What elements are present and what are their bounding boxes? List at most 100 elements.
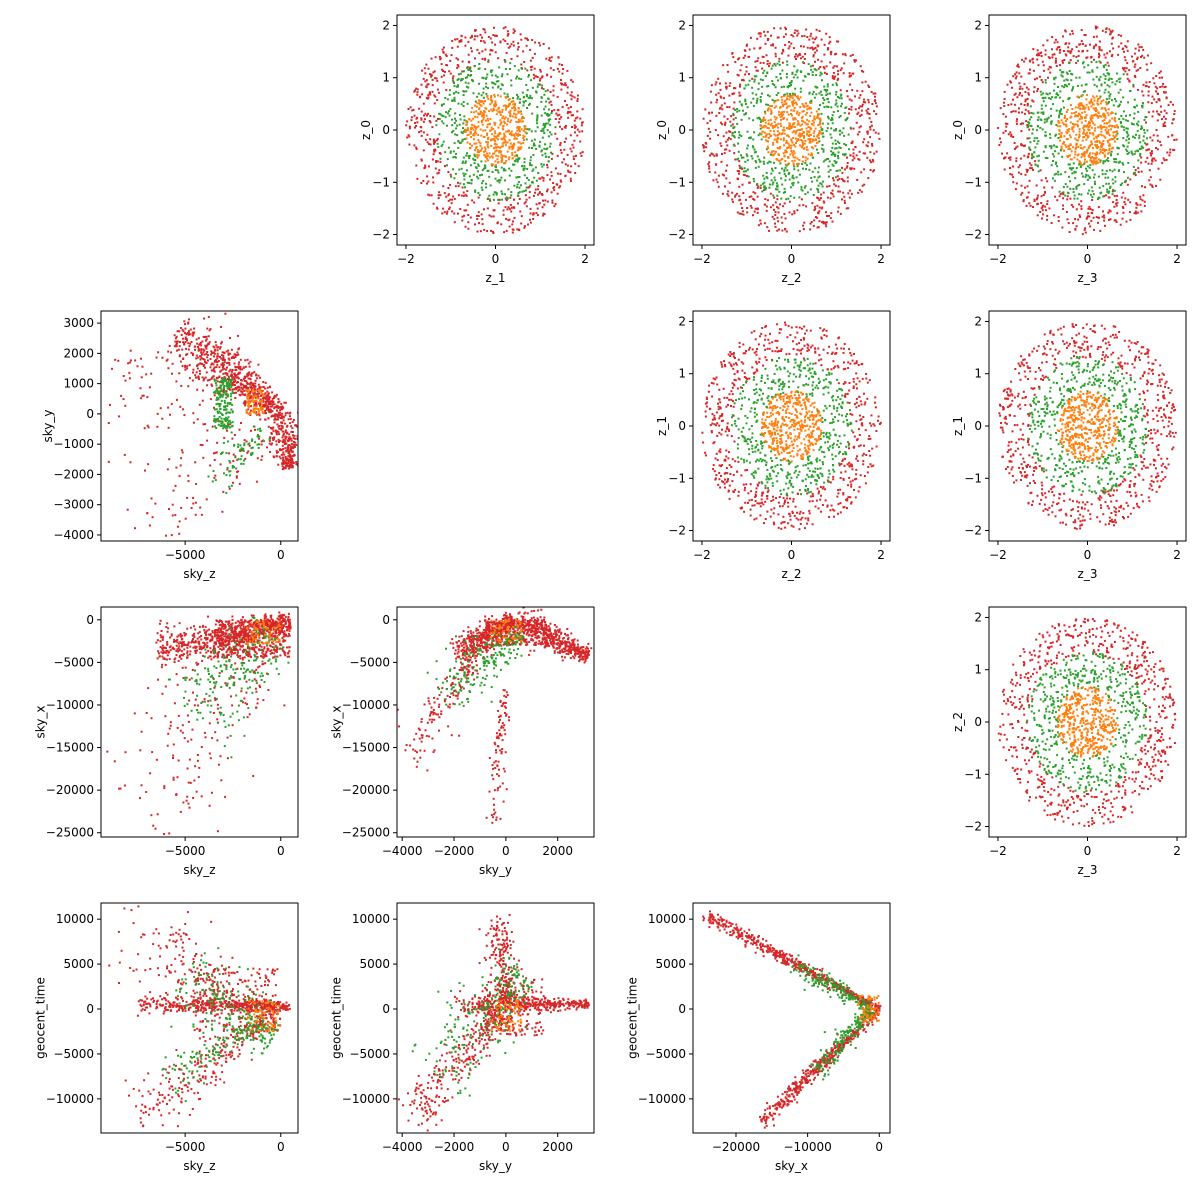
scatter-point (544, 105, 547, 108)
scatter-point (408, 127, 411, 130)
scatter-point (721, 192, 724, 195)
scatter-point (761, 85, 764, 88)
scatter-point (479, 128, 482, 131)
scatter-point (1066, 85, 1068, 88)
scatter-point (774, 150, 777, 153)
scatter-point (1030, 164, 1033, 167)
scatter-point (508, 104, 510, 107)
scatter-point (744, 113, 747, 116)
scatter-point (1084, 90, 1086, 93)
scatter-point (1104, 56, 1107, 59)
scatter-point (536, 106, 539, 108)
scatter-point (1083, 129, 1086, 131)
scatter-point (576, 128, 579, 131)
scatter-point (1070, 112, 1073, 115)
scatter-point (482, 150, 485, 153)
scatter-point (806, 343, 809, 346)
scatter-point (1123, 171, 1125, 174)
scatter-point (458, 40, 461, 43)
scatter-point (1090, 141, 1093, 144)
scatter-point (725, 427, 728, 430)
scatter-point (791, 92, 794, 95)
scatter-point (462, 191, 465, 194)
scatter-point (1098, 89, 1101, 92)
scatter-point (482, 102, 485, 105)
scatter-point (728, 106, 731, 109)
scatter-point (438, 55, 441, 58)
scatter-point (440, 114, 443, 117)
scatter-point (712, 442, 715, 445)
scatter-point (1089, 193, 1092, 196)
scatter-point (815, 86, 818, 89)
scatter-point (1081, 107, 1084, 110)
scatter-point (464, 128, 467, 131)
scatter-point (1071, 48, 1074, 51)
scatter-point (869, 126, 872, 129)
scatter-point (1134, 106, 1137, 109)
scatter-point (766, 226, 769, 229)
scatter-point (784, 99, 787, 102)
scatter-point (1124, 119, 1127, 122)
scatter-point (511, 228, 514, 231)
y-tick-label: 2 (678, 18, 686, 32)
scatter-point (1062, 123, 1065, 126)
scatter-point (456, 64, 459, 66)
scatter-point (1086, 94, 1088, 97)
scatter-point (1027, 93, 1030, 96)
scatter-point (448, 89, 451, 92)
scatter-point (1024, 108, 1027, 111)
scatter-point (1098, 140, 1101, 143)
scatter-point (476, 170, 479, 173)
scatter-point (1115, 202, 1117, 205)
scatter-point (507, 219, 510, 222)
scatter-point (713, 417, 716, 419)
scatter-point (779, 162, 782, 165)
scatter-point (742, 352, 745, 355)
scatter-point (831, 146, 834, 149)
scatter-point (1134, 63, 1137, 66)
scatter-point (788, 146, 791, 149)
scatter-point (790, 113, 792, 115)
scatter-point (825, 158, 828, 161)
scatter-point (1119, 223, 1122, 226)
scatter-point (500, 160, 503, 162)
scatter-point (1005, 125, 1008, 128)
scatter-point (499, 123, 502, 126)
scatter-point (748, 136, 751, 139)
scatter-point (734, 195, 736, 198)
scatter-point (537, 185, 540, 188)
scatter-point (755, 93, 758, 96)
scatter-point (479, 230, 482, 233)
scatter-point (1148, 169, 1151, 172)
scatter-point (1128, 211, 1131, 214)
scatter-point (1096, 147, 1099, 150)
scatter-point (819, 197, 822, 199)
scatter-point (527, 223, 529, 226)
scatter-point (427, 94, 430, 97)
scatter-point (1110, 128, 1112, 131)
scatter-point (1084, 44, 1087, 47)
scatter-point (769, 112, 772, 115)
scatter-point (840, 471, 843, 474)
scatter-point (501, 192, 504, 195)
scatter-point (487, 119, 490, 122)
scatter-point (1080, 164, 1083, 167)
scatter-point (1134, 150, 1137, 153)
scatter-point (1159, 70, 1162, 73)
scatter-point (820, 358, 823, 361)
scatter-point (1009, 158, 1012, 161)
scatter-point (855, 360, 858, 363)
scatter-point (510, 84, 513, 87)
scatter-point (1077, 139, 1079, 142)
scatter-point (829, 92, 831, 95)
scatter-point (1073, 123, 1075, 126)
scatter-point (522, 169, 525, 172)
scatter-point (1144, 142, 1147, 145)
scatter-point (547, 156, 550, 159)
scatter-point (1092, 78, 1095, 81)
scatter-point (1068, 127, 1071, 130)
scatter-point (505, 52, 508, 54)
scatter-point (1137, 88, 1139, 91)
scatter-point (762, 116, 765, 119)
scatter-point (1084, 124, 1087, 127)
